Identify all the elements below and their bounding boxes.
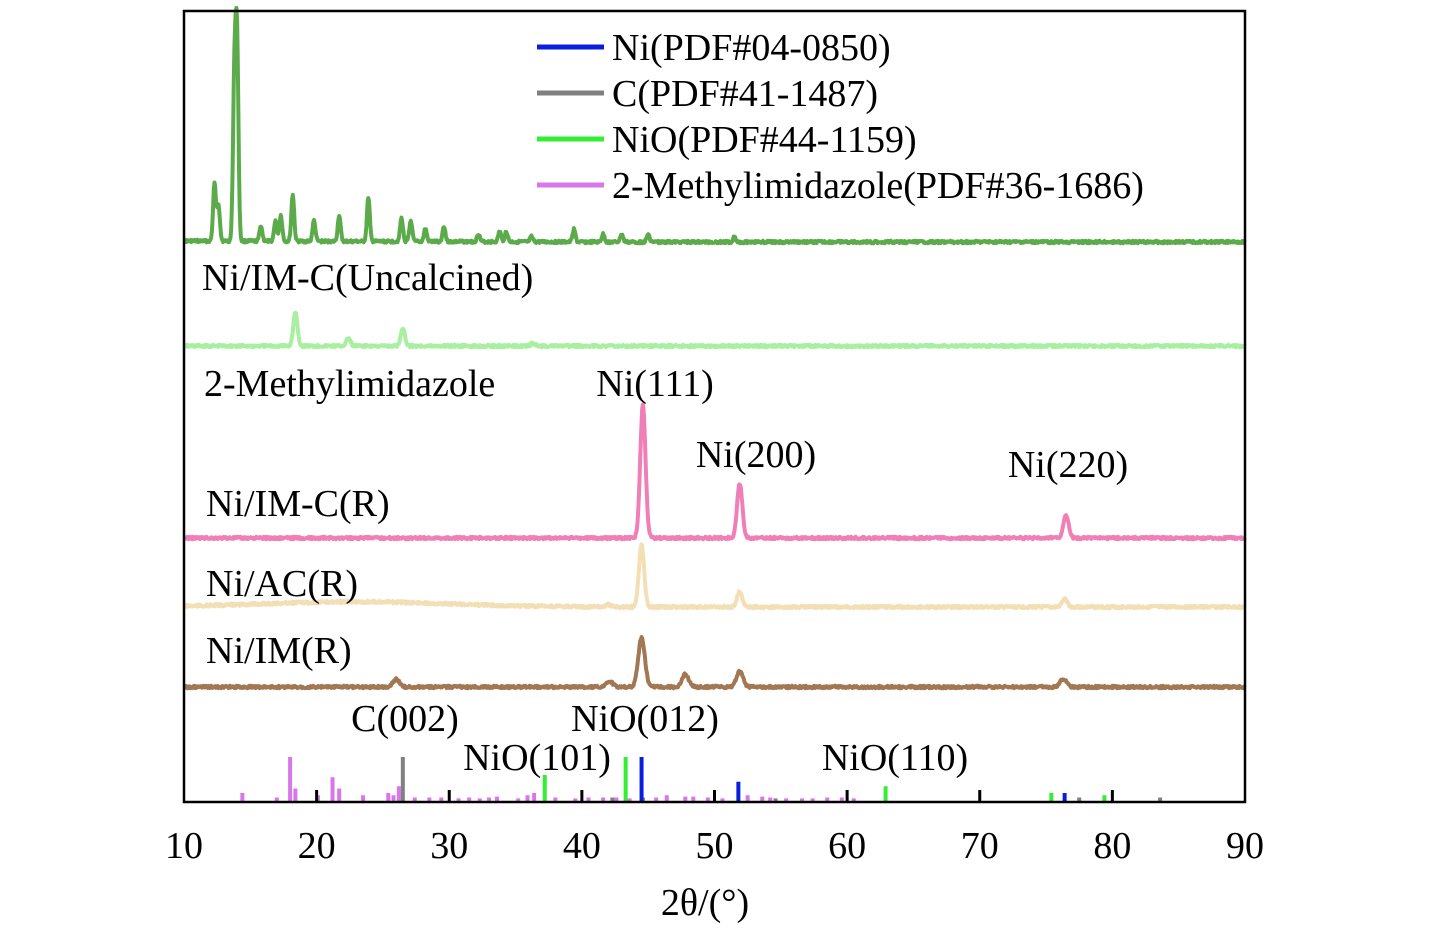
reference-stick xyxy=(639,757,644,802)
reference-stick xyxy=(691,796,696,802)
x-tick-label: 60 xyxy=(828,825,866,867)
reference-stick xyxy=(386,793,391,802)
reference-stick xyxy=(883,786,888,802)
reference-stick xyxy=(391,795,396,802)
annotation-ni-220: Ni(220) xyxy=(1008,444,1128,486)
legend-label: NiO(PDF#44-1159) xyxy=(612,119,917,161)
x-tick-label: 20 xyxy=(298,825,336,867)
series-label-2-methylimidazole: 2-Methylimidazole xyxy=(204,363,495,405)
reference-stick xyxy=(654,797,659,802)
series-line xyxy=(182,635,1247,691)
reference-stick xyxy=(439,797,444,802)
x-tick-label: 90 xyxy=(1226,825,1264,867)
reference-stick xyxy=(683,796,688,802)
reference-stick xyxy=(293,788,298,802)
series-line xyxy=(182,5,1247,246)
reference-stick xyxy=(288,757,293,802)
x-tick-label: 80 xyxy=(1093,825,1131,867)
annotation-nio-110: NiO(110) xyxy=(822,737,968,779)
reference-stick xyxy=(330,777,335,802)
reference-stick xyxy=(1062,793,1067,802)
reference-stick xyxy=(456,798,461,802)
x-axis: 10 20 30 40 50 60 70 80 90 xyxy=(165,792,1264,867)
series-line xyxy=(182,310,1247,350)
series-line xyxy=(182,542,1247,611)
reference-stick xyxy=(773,798,778,802)
reference-stick xyxy=(800,798,805,802)
reference-stick xyxy=(427,797,432,802)
reference-stick xyxy=(720,798,725,802)
annotation-ni-111: Ni(111) xyxy=(596,363,714,405)
reference-stick xyxy=(1049,793,1054,802)
reference-stick xyxy=(623,757,628,802)
reference-stick xyxy=(664,795,669,802)
annotation-ni-200: Ni(200) xyxy=(696,434,816,476)
reference-stick xyxy=(361,795,366,802)
reference-stick xyxy=(745,795,750,802)
reference-stick xyxy=(810,798,815,802)
legend-label: Ni(PDF#04-0850) xyxy=(612,27,891,69)
series-label-uncalcined: Ni/IM-C(Uncalcined) xyxy=(202,257,533,299)
reference-stick xyxy=(601,797,606,802)
annotation-c-002: C(002) xyxy=(351,698,459,740)
reference-stick xyxy=(396,786,401,802)
series-label-ni-im-c-r: Ni/IM-C(R) xyxy=(206,483,390,525)
reference-stick xyxy=(494,796,499,802)
annotation-nio-012: NiO(012) xyxy=(571,698,719,740)
legend-label: C(PDF#41-1487) xyxy=(612,73,878,115)
reference-stick xyxy=(610,797,615,802)
reference-stick xyxy=(532,793,537,802)
reference-stick xyxy=(586,797,591,802)
reference-stick xyxy=(274,797,279,802)
reference-stick xyxy=(525,795,530,802)
legend: Ni(PDF#04-0850)C(PDF#41-1487)NiO(PDF#44-… xyxy=(537,27,1144,207)
series-label-ni-ac-r: Ni/AC(R) xyxy=(206,563,358,605)
reference-stick xyxy=(412,797,417,802)
legend-label: 2-Methylimidazole(PDF#36-1686) xyxy=(612,165,1144,207)
reference-stick xyxy=(825,797,830,802)
annotation-nio-101: NiO(101) xyxy=(463,737,611,779)
reference-stick xyxy=(487,797,492,802)
reference-stick xyxy=(614,797,619,802)
reference-stick xyxy=(240,793,245,802)
x-tick-label: 40 xyxy=(563,825,601,867)
reference-stick xyxy=(705,797,710,802)
reference-stick xyxy=(768,797,773,802)
reference-stick xyxy=(839,797,844,802)
x-tick-label: 10 xyxy=(165,825,203,867)
reference-stick xyxy=(851,798,856,802)
reference-stick xyxy=(553,797,558,802)
reference-stick xyxy=(736,781,741,802)
reference-stick xyxy=(784,798,789,802)
reference-stick xyxy=(1102,795,1107,802)
reference-stick xyxy=(1158,797,1163,802)
reference-stick xyxy=(1077,797,1082,802)
reference-stick xyxy=(337,788,342,802)
reference-stick xyxy=(516,798,521,802)
reference-stick xyxy=(627,798,632,802)
x-tick-label: 30 xyxy=(430,825,468,867)
x-tick-label: 50 xyxy=(696,825,734,867)
series-label-ni-im-r: Ni/IM(R) xyxy=(206,630,352,672)
x-tick-label: 70 xyxy=(961,825,999,867)
plot-area xyxy=(182,5,1247,802)
x-axis-label: 2θ/(°) xyxy=(661,882,749,924)
reference-stick xyxy=(542,775,547,802)
reference-stick xyxy=(467,797,472,802)
reference-stick xyxy=(760,796,765,802)
reference-stick xyxy=(400,757,405,802)
reference-stick xyxy=(477,798,482,802)
series-line xyxy=(182,402,1247,542)
reference-stick xyxy=(573,798,578,802)
